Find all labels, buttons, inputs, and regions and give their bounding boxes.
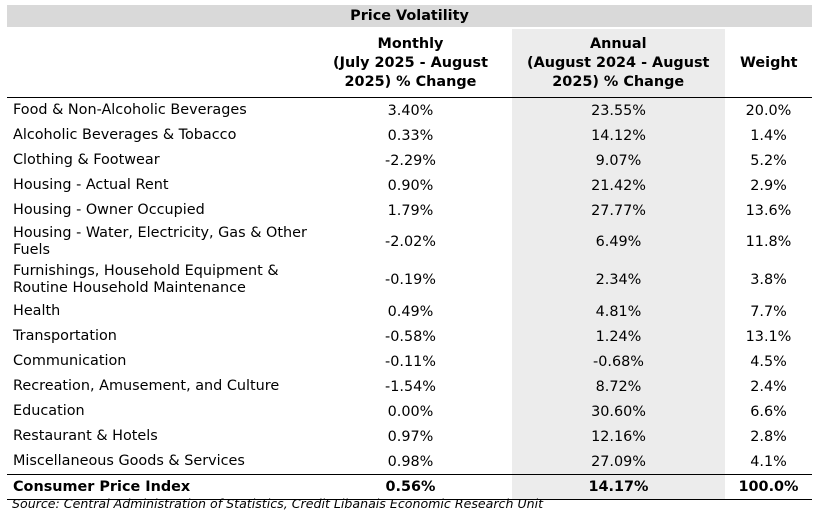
table-row: Communication -0.11% -0.68% 4.5% xyxy=(7,349,812,374)
row-annual: 30.60% xyxy=(512,399,725,424)
row-annual: 23.55% xyxy=(512,97,725,123)
annual-header-line1: Annual xyxy=(589,35,647,52)
row-weight: 4.5% xyxy=(750,353,787,370)
table-row: Restaurant & Hotels 0.97% 12.16% 2.8% xyxy=(7,424,812,449)
row-weight: 3.8% xyxy=(750,272,787,288)
table-row: Furnishings, Household Equipment & Routi… xyxy=(7,261,812,299)
row-category: Communication xyxy=(13,353,127,369)
table-row: Miscellaneous Goods & Services 0.98% 27.… xyxy=(7,449,812,475)
row-monthly: -1.54% xyxy=(385,378,436,395)
source-note: Source: Central Administration of Statis… xyxy=(12,496,544,511)
row-annual: 2.34% xyxy=(512,261,725,299)
row-monthly: 0.90% xyxy=(387,177,434,194)
row-weight: 13.6% xyxy=(745,202,792,219)
table-row: Housing - Water, Electricity, Gas & Othe… xyxy=(7,223,812,261)
row-monthly: 0.49% xyxy=(387,303,434,320)
annual-header-line3: 2025) % Change xyxy=(552,73,685,90)
row-weight: 11.8% xyxy=(745,234,792,250)
row-category: Clothing & Footwear xyxy=(13,152,160,168)
row-monthly: 0.33% xyxy=(387,127,434,144)
row-category: Miscellaneous Goods & Services xyxy=(13,453,245,469)
row-annual: 12.16% xyxy=(512,424,725,449)
annual-header: Annual (August 2024 - August 2025) % Cha… xyxy=(512,28,725,98)
row-weight: 2.8% xyxy=(750,428,787,445)
table-header-row: Monthly (July 2025 - August 2025) % Chan… xyxy=(7,28,813,98)
row-weight: 6.6% xyxy=(750,403,787,420)
row-annual: 21.42% xyxy=(512,173,725,198)
row-category: Transportation xyxy=(13,328,117,344)
row-weight: 7.7% xyxy=(750,303,787,320)
row-category: Furnishings, Household Equipment & Routi… xyxy=(13,263,279,296)
row-category: Food & Non-Alcoholic Beverages xyxy=(13,102,247,118)
row-weight: 2.4% xyxy=(750,378,787,395)
row-annual: 1.24% xyxy=(512,324,725,349)
row-category: Health xyxy=(13,303,61,319)
monthly-header-line1: Monthly xyxy=(377,35,444,52)
table-title-row: Price Volatility xyxy=(7,5,813,29)
row-category: Education xyxy=(13,403,85,419)
table-row: Food & Non-Alcoholic Beverages 3.40% 23.… xyxy=(7,97,812,123)
category-header xyxy=(7,28,309,98)
row-category: Alcoholic Beverages & Tobacco xyxy=(13,127,237,143)
row-monthly: 0.97% xyxy=(387,428,434,445)
table-row: Recreation, Amusement, and Culture -1.54… xyxy=(7,374,812,399)
row-monthly: 0.00% xyxy=(387,403,434,420)
monthly-header: Monthly (July 2025 - August 2025) % Chan… xyxy=(309,28,512,98)
row-monthly: 1.79% xyxy=(387,202,434,219)
row-monthly: -0.19% xyxy=(385,272,436,288)
total-category: Consumer Price Index xyxy=(7,474,309,500)
row-annual: 8.72% xyxy=(512,374,725,399)
table-row: Clothing & Footwear -2.29% 9.07% 5.2% xyxy=(7,148,812,173)
row-annual: 6.49% xyxy=(512,223,725,261)
weight-header: Weight xyxy=(724,28,813,98)
row-monthly: -0.58% xyxy=(385,328,436,345)
table-row: Education 0.00% 30.60% 6.6% xyxy=(7,399,812,424)
row-weight: 2.9% xyxy=(750,177,787,194)
row-annual: 14.12% xyxy=(512,123,725,148)
price-volatility-table: Price Volatility Monthly (July 2025 - Au… xyxy=(7,5,813,500)
row-category: Housing - Actual Rent xyxy=(13,177,169,193)
total-weight: 100.0% xyxy=(725,474,813,500)
row-monthly: -0.11% xyxy=(385,353,436,370)
row-weight: 13.1% xyxy=(745,328,792,345)
total-row: Consumer Price Index 0.56% 14.17% 100.0% xyxy=(7,474,813,500)
table-row: Housing - Actual Rent 0.90% 21.42% 2.9% xyxy=(7,173,812,198)
row-monthly: 0.98% xyxy=(387,453,434,470)
monthly-header-line3: 2025) % Change xyxy=(344,73,477,90)
total-monthly: 0.56% xyxy=(309,474,512,500)
row-monthly: -2.29% xyxy=(385,152,436,169)
monthly-header-line2: (July 2025 - August xyxy=(333,54,488,71)
row-monthly: 3.40% xyxy=(387,102,434,119)
annual-header-line2: (August 2024 - August xyxy=(527,54,710,71)
row-weight: 1.4% xyxy=(750,127,787,144)
table-row: Housing - Owner Occupied 1.79% 27.77% 13… xyxy=(7,198,812,223)
table-row: Alcoholic Beverages & Tobacco 0.33% 14.1… xyxy=(7,123,812,148)
row-weight: 4.1% xyxy=(750,453,787,470)
row-annual: 4.81% xyxy=(512,299,725,324)
row-category: Recreation, Amusement, and Culture xyxy=(13,378,280,394)
table-title: Price Volatility xyxy=(7,5,813,29)
row-weight: 20.0% xyxy=(745,102,792,119)
row-monthly: -2.02% xyxy=(385,234,436,250)
row-category: Restaurant & Hotels xyxy=(13,428,158,444)
price-volatility-table-container: Price Volatility Monthly (July 2025 - Au… xyxy=(7,5,813,500)
row-category: Housing - Water, Electricity, Gas & Othe… xyxy=(13,225,307,258)
table-row: Transportation -0.58% 1.24% 13.1% xyxy=(7,324,812,349)
row-annual: 27.77% xyxy=(512,198,725,223)
row-weight: 5.2% xyxy=(750,152,787,169)
table-row: Health 0.49% 4.81% 7.7% xyxy=(7,299,812,324)
total-annual: 14.17% xyxy=(512,474,725,500)
row-annual: -0.68% xyxy=(512,349,725,374)
row-annual: 27.09% xyxy=(512,449,725,475)
row-category: Housing - Owner Occupied xyxy=(13,202,205,218)
row-annual: 9.07% xyxy=(512,148,725,173)
